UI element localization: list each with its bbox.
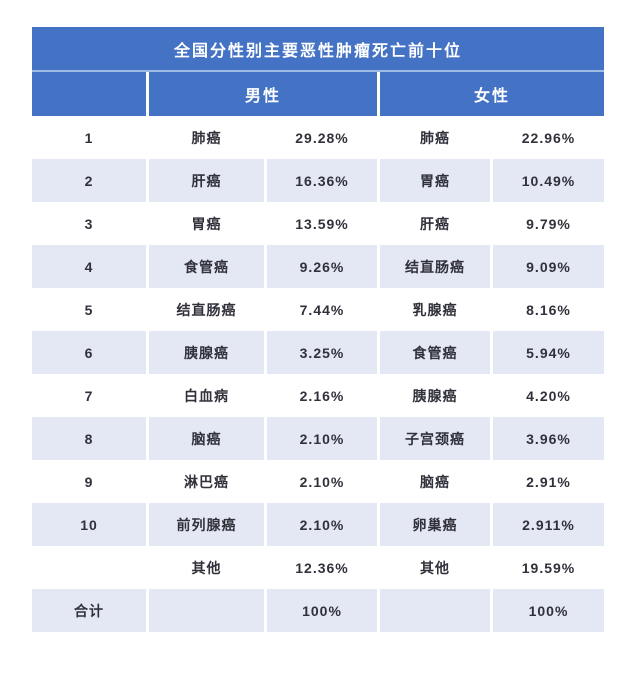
male-name-cell: 淋巴癌: [146, 460, 264, 503]
female-percent-cell: 4.20%: [490, 374, 604, 417]
male-percent-cell: 3.25%: [264, 331, 377, 374]
male-name-cell: 脑癌: [146, 417, 264, 460]
table-row: 其他 12.36% 其他 19.59%: [32, 546, 604, 589]
female-name-cell: 肺癌: [377, 116, 490, 159]
female-percent-cell: 19.59%: [490, 546, 604, 589]
table-row: 8 脑癌 2.10% 子宫颈癌 3.96%: [32, 417, 604, 460]
rank-cell: 10: [80, 516, 98, 533]
female-name-cell: 乳腺癌: [377, 288, 490, 331]
group-header-row: 男性 女性: [32, 70, 604, 116]
female-name-cell: 胃癌: [377, 159, 490, 202]
male-name-cell: [146, 589, 264, 632]
female-percent-cell: 2.911%: [490, 503, 604, 546]
table-title-row: 全国分性别主要恶性肿瘤死亡前十位: [32, 27, 604, 70]
male-percent-cell: 29.28%: [264, 116, 377, 159]
rank-cell: 合计: [74, 602, 104, 619]
table-row: 3 胃癌 13.59% 肝癌 9.79%: [32, 202, 604, 245]
female-header-cell: 女性: [377, 72, 604, 116]
male-percent-cell: 12.36%: [264, 546, 377, 589]
rank-cell: 7: [84, 387, 94, 404]
female-percent-cell: 5.94%: [490, 331, 604, 374]
table-row: 10 前列腺癌 2.10% 卵巢癌 2.911%: [32, 503, 604, 546]
rank-header-cell: [32, 72, 146, 116]
female-name-cell: 脑癌: [377, 460, 490, 503]
table-row: 1 肺癌 29.28% 肺癌 22.96%: [32, 116, 604, 159]
female-percent-cell: 9.79%: [490, 202, 604, 245]
male-name-cell: 白血病: [146, 374, 264, 417]
rank-cell: 3: [84, 215, 94, 232]
female-header-label: 女性: [473, 88, 510, 105]
male-header-cell: 男性: [146, 72, 377, 116]
male-percent-cell: 100%: [264, 589, 377, 632]
female-percent-cell: 8.16%: [490, 288, 604, 331]
male-percent-cell: 2.16%: [264, 374, 377, 417]
table-row: 合计 100% 100%: [32, 589, 604, 632]
rank-cell: [32, 546, 146, 589]
male-name-cell: 胰腺癌: [146, 331, 264, 374]
female-name-cell: 子宫颈癌: [377, 417, 490, 460]
female-percent-cell: 2.91%: [490, 460, 604, 503]
female-percent-cell: 100%: [490, 589, 604, 632]
male-percent-cell: 2.10%: [264, 417, 377, 460]
male-percent-cell: 13.59%: [264, 202, 377, 245]
table-row: 4 食管癌 9.26% 结直肠癌 9.09%: [32, 245, 604, 288]
male-percent-cell: 16.36%: [264, 159, 377, 202]
male-name-cell: 胃癌: [146, 202, 264, 245]
table-row: 9 淋巴癌 2.10% 脑癌 2.91%: [32, 460, 604, 503]
female-name-cell: 肝癌: [377, 202, 490, 245]
rank-cell: 6: [84, 344, 94, 361]
rank-cell: 9: [84, 473, 94, 490]
rank-cell: 4: [84, 258, 94, 275]
female-percent-cell: 22.96%: [490, 116, 604, 159]
female-name-cell: 胰腺癌: [377, 374, 490, 417]
male-percent-cell: 9.26%: [264, 245, 377, 288]
female-name-cell: 食管癌: [377, 331, 490, 374]
male-name-cell: 结直肠癌: [146, 288, 264, 331]
table-body: 1 肺癌 29.28% 肺癌 22.96% 2 肝癌 16.36% 胃癌 10.49% 3 胃癌 13.…: [32, 116, 604, 632]
rank-cell: 5: [84, 301, 94, 318]
table-row: 7 白血病 2.16% 胰腺癌 4.20%: [32, 374, 604, 417]
female-name-cell: 结直肠癌: [377, 245, 490, 288]
table-row: 6 胰腺癌 3.25% 食管癌 5.94%: [32, 331, 604, 374]
female-name-cell: 其他: [377, 546, 490, 589]
male-name-cell: 食管癌: [146, 245, 264, 288]
male-name-cell: 其他: [146, 546, 264, 589]
male-name-cell: 肺癌: [146, 116, 264, 159]
male-percent-cell: 2.10%: [264, 503, 377, 546]
female-percent-cell: 10.49%: [490, 159, 604, 202]
table-row: 5 结直肠癌 7.44% 乳腺癌 8.16%: [32, 288, 604, 331]
female-name-cell: 卵巢癌: [377, 503, 490, 546]
female-percent-cell: 9.09%: [490, 245, 604, 288]
male-header-label: 男性: [244, 88, 281, 105]
male-name-cell: 前列腺癌: [146, 503, 264, 546]
male-percent-cell: 2.10%: [264, 460, 377, 503]
table-title: 全国分性别主要恶性肿瘤死亡前十位: [173, 42, 462, 60]
rank-cell: 1: [84, 129, 94, 146]
female-name-cell: [377, 589, 490, 632]
rank-cell: 8: [84, 430, 94, 447]
male-percent-cell: 7.44%: [264, 288, 377, 331]
female-percent-cell: 3.96%: [490, 417, 604, 460]
cancer-mortality-table: 全国分性别主要恶性肿瘤死亡前十位 男性 女性 1 肺癌 29.28% 肺癌 22.96%…: [32, 27, 604, 632]
table-row: 2 肝癌 16.36% 胃癌 10.49%: [32, 159, 604, 202]
male-name-cell: 肝癌: [146, 159, 264, 202]
rank-cell: 2: [84, 172, 94, 189]
